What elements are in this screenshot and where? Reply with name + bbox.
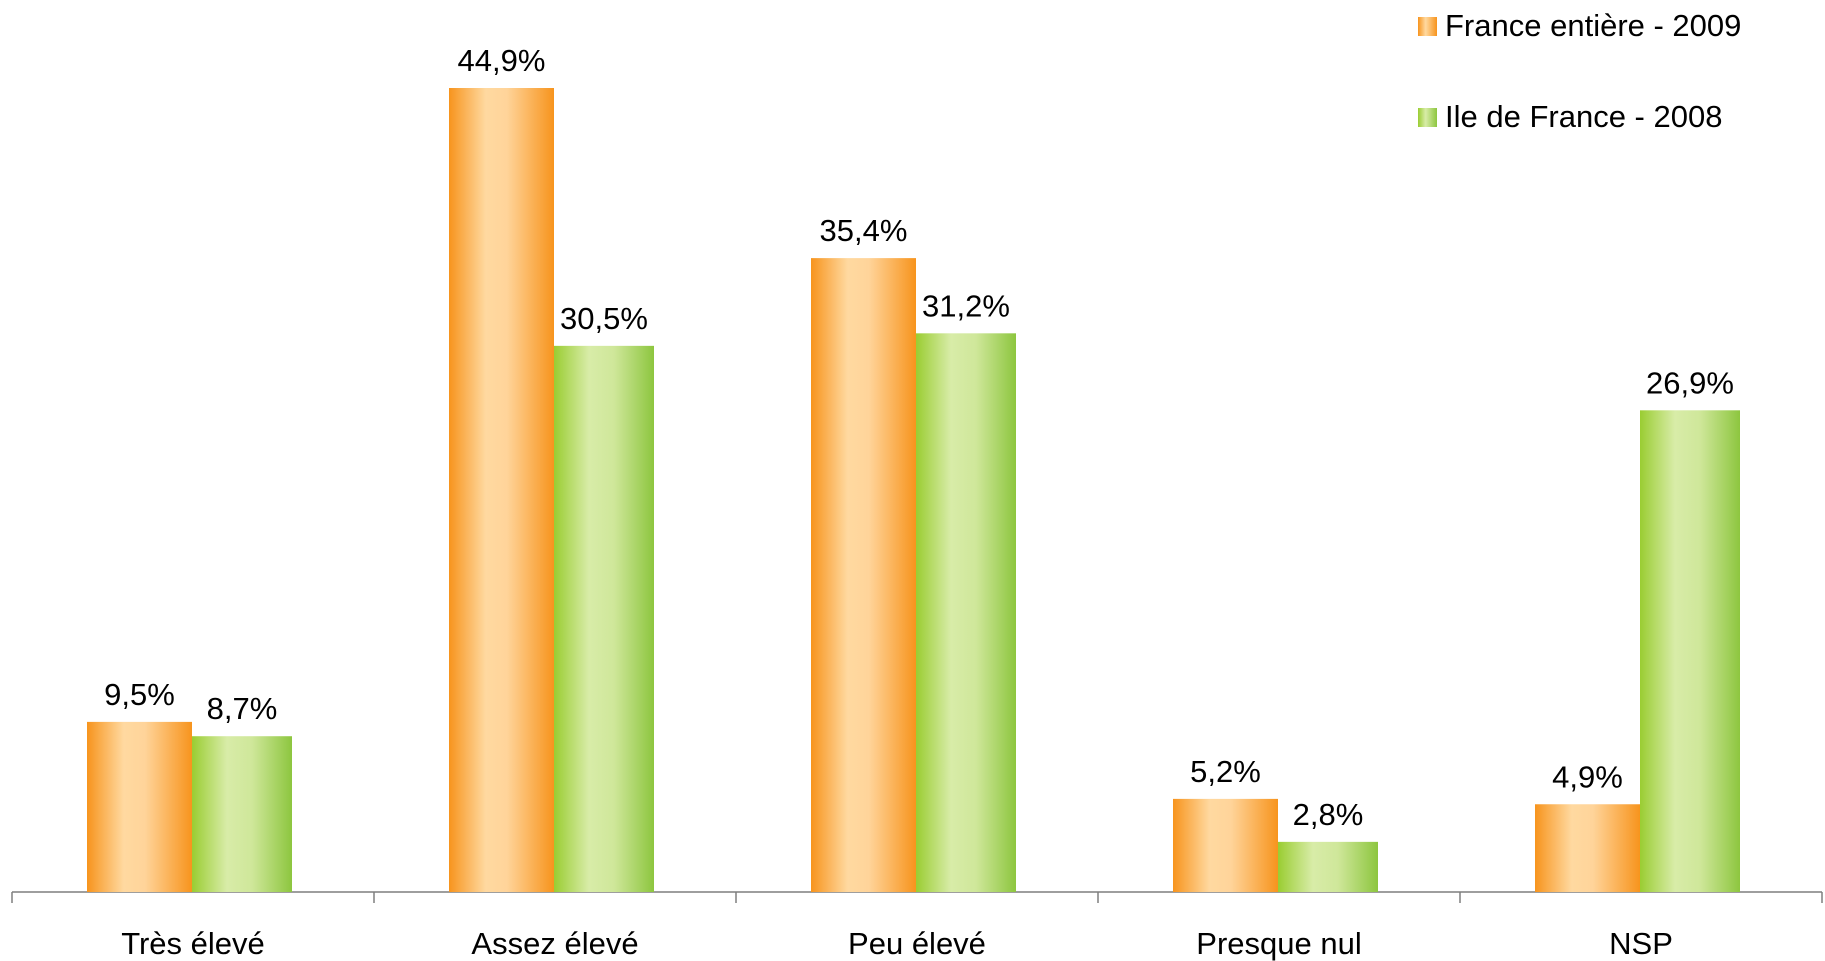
bar-france-1 [449, 88, 554, 892]
x-tick-label-4: NSP [1609, 926, 1673, 961]
data-label-ile-de-france-2: 31,2% [922, 288, 1010, 323]
bar-ile-de-france-2 [916, 333, 1016, 892]
bar-france-4 [1535, 804, 1640, 892]
data-label-france-3: 5,2% [1190, 754, 1261, 789]
x-tick-label-0: Très élevé [121, 926, 265, 961]
data-label-france-2: 35,4% [820, 213, 908, 248]
bar-ile-de-france-1 [554, 345, 654, 892]
legend-swatch-ile-de-france [1418, 107, 1437, 127]
bar-ile-de-france-4 [1640, 410, 1740, 892]
legend-item-france: France entière - 2009 [1418, 6, 1741, 46]
legend-swatch-france [1418, 16, 1437, 36]
x-axis [11, 891, 1823, 903]
x-tick-label-3: Presque nul [1196, 926, 1361, 961]
legend: France entière - 2009 Ile de France - 20… [1418, 6, 1741, 188]
legend-item-ile-de-france: Ile de France - 2008 [1418, 97, 1741, 137]
x-tick-label-1: Assez élevé [471, 926, 638, 961]
legend-label-france: France entière - 2009 [1445, 8, 1742, 43]
data-label-ile-de-france-0: 8,7% [207, 691, 278, 726]
x-tick-labels: Très élevé Assez élevé Peu élevé Presque nu… [121, 926, 1673, 961]
data-label-ile-de-france-4: 26,9% [1646, 365, 1734, 400]
bar-france-3 [1173, 798, 1278, 892]
data-label-france-4: 4,9% [1552, 759, 1623, 794]
bar-france-2 [811, 258, 916, 893]
legend-label-ile-de-france: Ile de France - 2008 [1445, 99, 1723, 134]
data-label-ile-de-france-1: 30,5% [560, 301, 648, 336]
bar-ile-de-france-0 [192, 736, 292, 892]
bars [87, 88, 1740, 893]
data-label-france-1: 44,9% [458, 43, 546, 78]
bar-ile-de-france-3 [1278, 841, 1378, 892]
data-label-france-0: 9,5% [104, 677, 175, 712]
data-label-ile-de-france-3: 2,8% [1293, 797, 1364, 832]
bar-france-0 [87, 721, 192, 892]
x-tick-label-2: Peu élevé [848, 926, 986, 961]
data-labels: 9,5% 44,9% 35,4% 5,2% 4,9% 8,7% 30,5% 31,2% 2,8%… [104, 43, 1734, 832]
